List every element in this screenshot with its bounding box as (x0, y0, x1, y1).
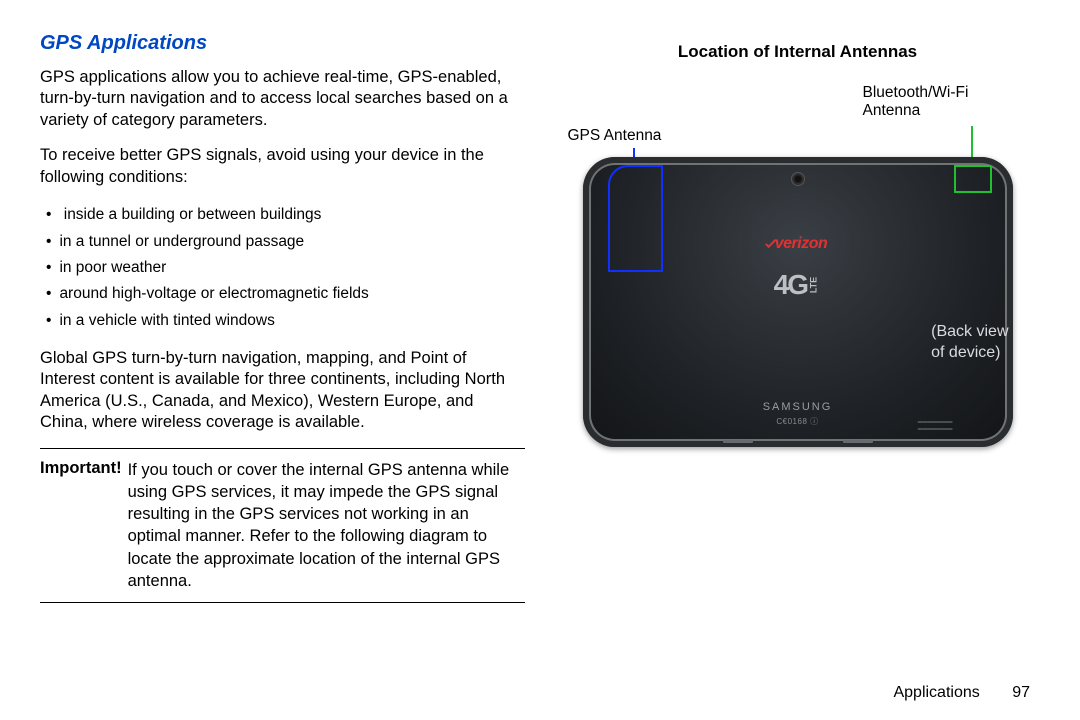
verizon-logo: verizon (768, 235, 828, 253)
verizon-text: verizon (775, 235, 828, 252)
footer-section: Applications (893, 684, 979, 701)
bluetooth-wifi-label: Bluetooth/Wi-Fi Antenna (863, 84, 1003, 120)
lte-logo: 4GLTE (774, 269, 822, 301)
gps-antenna-highlight (608, 165, 663, 272)
page-number: 97 (1012, 684, 1030, 701)
important-text: If you touch or cover the internal GPS a… (128, 459, 525, 593)
list-item: in poor weather (46, 255, 525, 281)
list-item: inside a building or between buildings (46, 202, 525, 228)
camera-icon (791, 172, 805, 186)
samsung-text: SAMSUNG (763, 401, 833, 413)
back-view-line1: (Back view (931, 323, 1008, 340)
list-item: around high-voltage or electromagnetic f… (46, 281, 525, 307)
back-view-line2: of device) (931, 344, 1000, 361)
antenna-diagram: GPS Antenna Bluetooth/Wi-Fi Antenna veri… (563, 92, 1033, 472)
bottom-slot (723, 440, 753, 443)
left-column: GPS Applications GPS applications allow … (40, 32, 525, 672)
lte-main: 4G (774, 269, 807, 300)
bottom-slot (843, 440, 873, 443)
intro-paragraph: GPS applications allow you to achieve re… (40, 67, 525, 131)
important-label: Important! (40, 459, 122, 593)
coverage-paragraph: Global GPS turn-by-turn navigation, mapp… (40, 348, 525, 434)
antenna-title: Location of Internal Antennas (555, 42, 1040, 62)
ce-mark: C€0168 ⓘ (776, 416, 818, 427)
gps-antenna-label: GPS Antenna (568, 127, 662, 145)
lte-sub: LTE (808, 277, 818, 293)
important-note: Important! If you touch or cover the int… (40, 448, 525, 604)
conditions-intro: To receive better GPS signals, avoid usi… (40, 145, 525, 188)
list-item: in a vehicle with tinted windows (46, 308, 525, 334)
bluetooth-antenna-highlight (954, 165, 992, 193)
fine-print: ══════════════ (918, 419, 953, 433)
bluetooth-wifi-text: Bluetooth/Wi-Fi Antenna (863, 84, 969, 119)
section-title: GPS Applications (40, 32, 525, 55)
list-item: in a tunnel or underground passage (46, 229, 525, 255)
page-footer: Applications 97 (893, 684, 1030, 702)
back-view-caption: (Back view of device) (931, 322, 1008, 364)
right-column: Location of Internal Antennas GPS Antenn… (555, 32, 1040, 672)
conditions-list: inside a building or between buildings i… (40, 202, 525, 334)
